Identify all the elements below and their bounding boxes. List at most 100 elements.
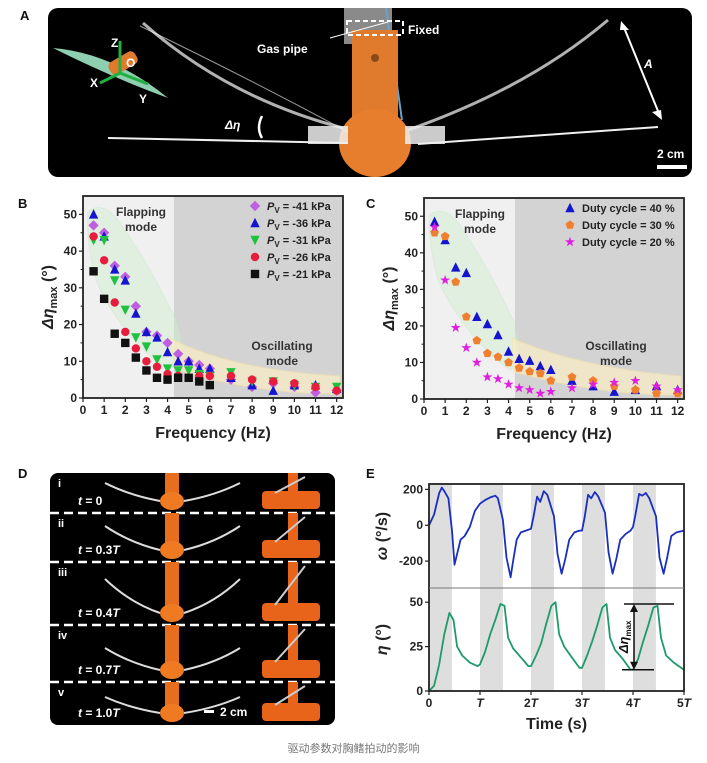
data-point bbox=[651, 381, 662, 391]
data-point bbox=[630, 375, 641, 385]
data-point bbox=[652, 388, 661, 398]
x-tick-label: 10 bbox=[629, 404, 643, 418]
x-tick-label: 10 bbox=[288, 403, 302, 417]
data-point bbox=[503, 379, 514, 389]
data-point bbox=[195, 377, 204, 386]
panel-label-d: D bbox=[18, 466, 28, 481]
side-view-fin bbox=[274, 685, 306, 706]
series-2 bbox=[429, 222, 683, 398]
left-fin-raised bbox=[142, 21, 344, 130]
origin-label: O bbox=[126, 56, 136, 70]
y-tick-label: 50 bbox=[405, 209, 419, 223]
panel-d-photo-sequence: i t = 0 ii t = 0.3T iii t = 0.4T iv t = 0.7T v t … bbox=[50, 473, 335, 725]
panel-label-b: B bbox=[18, 196, 28, 211]
fin-robot-illustration bbox=[53, 8, 687, 177]
x-tick-label: 7 bbox=[228, 403, 235, 417]
data-point bbox=[440, 231, 450, 241]
flapping-mode-label: Flapping bbox=[116, 205, 166, 219]
robot-sphere bbox=[160, 704, 184, 722]
frame-ii bbox=[104, 513, 320, 559]
frame-time-label: t = 0.3T bbox=[78, 543, 121, 557]
data-point bbox=[546, 376, 556, 385]
y-tick-label: 0 bbox=[70, 391, 77, 405]
data-point bbox=[99, 256, 109, 265]
x-tick-label: 1 bbox=[101, 403, 108, 417]
legend-marker bbox=[250, 235, 260, 246]
y-tick-label: 50 bbox=[64, 207, 78, 221]
frame-iii bbox=[104, 562, 320, 622]
right-fin bbox=[183, 647, 241, 671]
data-point bbox=[269, 377, 278, 386]
legend-marker bbox=[250, 269, 260, 279]
panel-d-frames: i t = 0 ii t = 0.3T iii t = 0.4T iv t = 0.7T v t … bbox=[50, 473, 335, 722]
series-4 bbox=[89, 267, 215, 390]
x-tick-label: 6 bbox=[206, 403, 213, 417]
data-point bbox=[183, 356, 194, 366]
data-point bbox=[524, 355, 535, 365]
legend-entry: PV = -26 kPa bbox=[267, 252, 332, 266]
robot-sphere bbox=[160, 604, 184, 622]
data-point bbox=[535, 360, 545, 371]
data-point bbox=[268, 385, 278, 395]
x-tick-label: 6 bbox=[547, 404, 554, 418]
right-fin bbox=[183, 482, 241, 502]
x-tick-label: 0 bbox=[80, 403, 87, 417]
data-point bbox=[567, 372, 577, 381]
scale-bar bbox=[657, 165, 687, 169]
data-point bbox=[672, 384, 683, 395]
data-point bbox=[205, 363, 215, 373]
omega-curve bbox=[428, 486, 685, 579]
data-point bbox=[545, 386, 556, 396]
data-point bbox=[673, 388, 683, 398]
legend-entry: Duty cycle = 30 % bbox=[582, 220, 675, 232]
data-point bbox=[173, 356, 183, 366]
flapping-mode-label: mode bbox=[464, 222, 496, 236]
x-tick-label: 8 bbox=[590, 404, 597, 418]
right-fin bbox=[183, 578, 241, 614]
data-point bbox=[110, 276, 120, 286]
robot-sphere bbox=[160, 661, 184, 679]
legend-entry: Duty cycle = 40 % bbox=[582, 203, 675, 215]
x-tick-label: 11 bbox=[309, 403, 322, 417]
legend-entry: PV = -31 kPa bbox=[267, 235, 332, 249]
arrowhead-down bbox=[630, 661, 639, 670]
data-point bbox=[310, 387, 321, 398]
left-fin bbox=[104, 525, 161, 551]
data-point bbox=[226, 371, 236, 381]
frame-roman-label: i bbox=[58, 478, 61, 490]
data-point bbox=[472, 335, 482, 345]
robot-stem bbox=[165, 625, 179, 670]
data-point bbox=[472, 311, 482, 321]
data-point bbox=[141, 326, 152, 337]
frame-time-label: t = 0 bbox=[78, 494, 103, 508]
robot-sphere bbox=[160, 541, 184, 559]
frame-i bbox=[104, 473, 320, 510]
x-tick-label: 5T bbox=[677, 696, 693, 710]
chart-e: -200 0 200 ω (°/s) 0 25 50 η (°) 0 T 2T 3T 4T 5T Time … bbox=[374, 482, 693, 733]
data-point bbox=[89, 267, 98, 276]
y-axis-label: Δηmax (°) bbox=[381, 266, 401, 331]
data-point bbox=[130, 300, 142, 312]
frame-roman-label: ii bbox=[58, 518, 64, 530]
oscillating-mode-label: mode bbox=[266, 354, 298, 368]
data-point bbox=[162, 346, 173, 357]
data-point bbox=[609, 386, 619, 396]
legend-marker bbox=[250, 217, 260, 228]
x-tick-label: 9 bbox=[611, 404, 618, 418]
data-point bbox=[88, 209, 99, 219]
y-tick-label: 10 bbox=[405, 355, 419, 369]
x-tick-label: 0 bbox=[421, 404, 428, 418]
data-point bbox=[483, 348, 492, 358]
left-fin bbox=[104, 696, 161, 714]
y-axis-arrow bbox=[119, 71, 149, 86]
x-axis-label: Time (s) bbox=[526, 716, 587, 733]
legend-entry: Duty cycle = 20 % bbox=[582, 237, 675, 249]
x-tick-label: 2 bbox=[122, 403, 129, 417]
y-tick-label: 0 bbox=[416, 684, 423, 698]
legend-marker bbox=[250, 252, 260, 262]
data-point bbox=[121, 327, 130, 337]
data-point bbox=[514, 382, 525, 393]
series-1 bbox=[430, 228, 683, 398]
frame-roman-label: iii bbox=[58, 567, 67, 579]
data-point bbox=[141, 342, 152, 352]
